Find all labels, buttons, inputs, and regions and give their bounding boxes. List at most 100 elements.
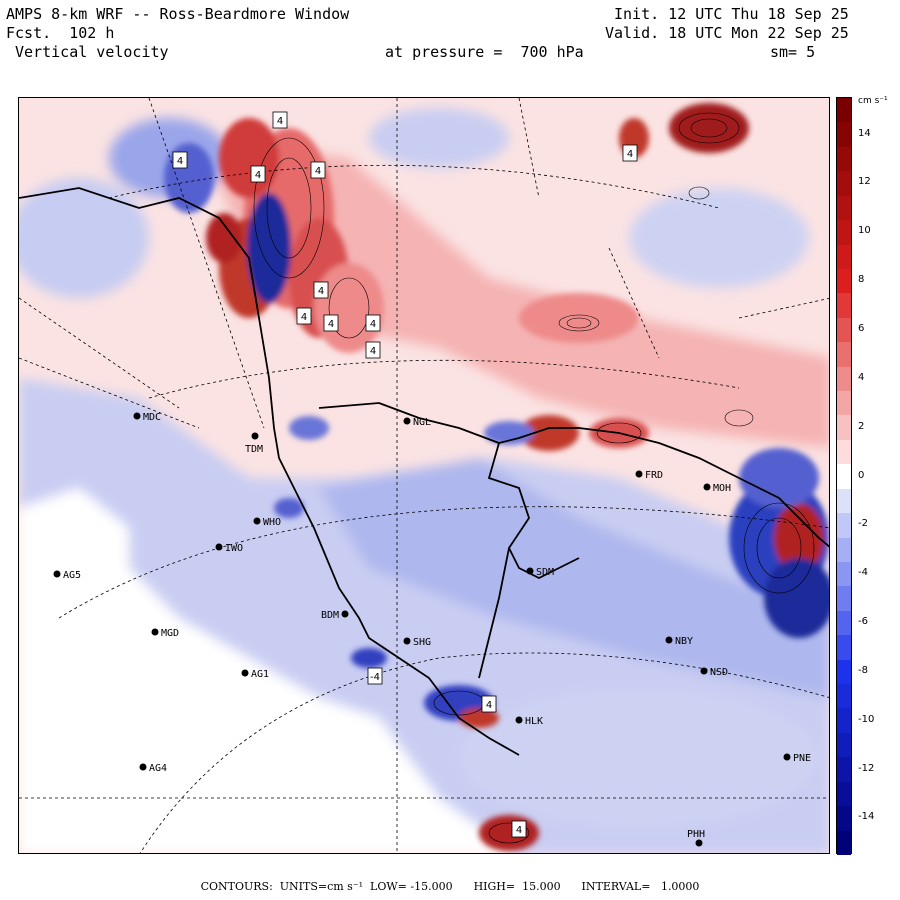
station-label-nsd: NSD	[710, 667, 728, 678]
contour-label-box	[272, 111, 288, 129]
station-label-tdm: TDM	[245, 444, 263, 455]
station-label-mgd: MGD	[161, 628, 179, 639]
station-dot-hlk	[515, 716, 523, 724]
contour-label-box	[511, 820, 527, 838]
contour-label: 4	[255, 170, 261, 181]
station-dot-moh	[703, 483, 711, 491]
station-label-sdm: SDM	[536, 567, 554, 578]
forecast-hour: Fcst. 102 h	[6, 24, 115, 42]
colorbar-tick-label: -10	[858, 713, 875, 725]
colorbar-segment	[837, 513, 851, 539]
colorbar-segment	[837, 708, 851, 734]
colorbar-segment	[837, 220, 851, 245]
station-label-ag1: AG1	[251, 669, 269, 680]
station-label-moh: MOH	[713, 483, 731, 494]
contour-label-box	[313, 281, 329, 299]
station-dot-nsd	[700, 667, 708, 675]
colorbar-segment	[837, 171, 851, 197]
contour-label-box	[296, 307, 312, 325]
contour-label: 4	[315, 166, 321, 177]
colorbar-segment	[837, 268, 851, 294]
station-label-who: WHO	[263, 517, 281, 528]
colorbar-segment	[837, 610, 851, 636]
colorbar-tick-label: -6	[858, 616, 868, 628]
station-markers: MDC TDM NGL FRD MOH WHO IWO AG5 SDM BDM MGD SHG NBY A…	[53, 412, 811, 847]
colorbar-tick-label: 8	[858, 274, 865, 286]
colorbar-tick-label: 6	[858, 322, 865, 334]
graticule	[19, 98, 829, 853]
station-label-hlk: HLK	[525, 716, 543, 727]
station-label-ngl: NGL	[413, 417, 431, 428]
colorbar-tick-label: -12	[858, 762, 875, 774]
valid-time: Valid. 18 UTC Mon 22 Sep 25	[605, 24, 849, 42]
colorbar-tick-label: 10	[858, 225, 871, 237]
colorbar-tick-label: -4	[858, 567, 868, 579]
station-label-iwo: IWO	[225, 543, 243, 554]
colorbar-segment	[837, 781, 851, 807]
station-dot-sdm	[526, 567, 534, 575]
contour-lines	[253, 112, 815, 844]
colorbar-tick-label: -8	[858, 664, 868, 676]
station-label-ag5: AG5	[63, 570, 81, 581]
contour-label: 4	[370, 346, 376, 357]
map-title: AMPS 8-km WRF -- Ross-Beardmore Window	[6, 5, 350, 23]
station-dot-iwo	[215, 543, 223, 551]
smoothing-label: sm= 5	[770, 43, 816, 61]
colorbar-segment	[837, 195, 851, 221]
contour-label-box	[250, 165, 266, 183]
colorbar-tick-label: 4	[858, 371, 865, 383]
station-dot-ag1	[241, 669, 249, 677]
station-label-nby: NBY	[675, 636, 693, 647]
vertical-velocity-map: MDC TDM NGL FRD MOH WHO IWO AG5 SDM BDM MGD SHG NBY A…	[18, 97, 830, 854]
station-label-pne: PNE	[793, 753, 811, 764]
init-time: Init. 12 UTC Thu 18 Sep 25	[614, 5, 849, 23]
pressure-level: at pressure = 700 hPa	[385, 43, 584, 61]
contour-label: 4	[328, 319, 334, 330]
contour-info-footer: CONTOURS: UNITS=cm s⁻¹ LOW= -15.000 HIGH…	[200, 880, 700, 893]
station-dot-frd	[635, 470, 643, 478]
colorbar-tick-label: -14	[858, 811, 875, 823]
colorbar-segment	[837, 635, 851, 661]
contour-label: 4	[486, 700, 492, 711]
colorbar-segment	[837, 244, 851, 270]
colorbar-segment	[837, 415, 851, 441]
station-dot-mgd	[151, 628, 159, 636]
contour-label-box	[367, 667, 383, 685]
contour-label-box	[622, 144, 638, 162]
station-dot-ag5	[53, 570, 61, 578]
contour-label: 4	[318, 286, 324, 297]
colorbar-segment	[837, 317, 851, 343]
station-label-shg: SHG	[413, 637, 431, 648]
colorbar-segment	[837, 561, 851, 587]
station-dot-phh	[695, 839, 703, 847]
station-dot-nby	[665, 636, 673, 644]
field-name: Vertical velocity	[6, 43, 169, 61]
contour-labels: 4 4 4 4 4 4 4 4 4 -4 4 4 4	[172, 111, 638, 838]
contour-label-box	[323, 314, 339, 332]
colorbar-segment	[837, 684, 851, 709]
colorbar-segment	[837, 757, 851, 783]
colorbar-unit-label: cm s⁻¹	[858, 96, 888, 106]
colorbar-segment	[837, 391, 851, 416]
contour-label-box	[365, 341, 381, 359]
contour-label: 4	[277, 116, 283, 127]
contour-label: 4	[177, 156, 183, 167]
colorbar-segment	[837, 366, 851, 392]
colorbar-tick-label: 14	[858, 127, 871, 139]
contour-label-box	[365, 314, 381, 332]
colorbar-segment	[837, 586, 851, 612]
colorbar-segment	[837, 659, 851, 685]
colorbar	[836, 97, 852, 856]
colorbar-segment	[837, 537, 851, 563]
colorbar-segment	[837, 830, 851, 856]
field-shading	[19, 108, 829, 853]
colorbar-segment	[837, 806, 851, 832]
colorbar-segment	[837, 98, 851, 123]
station-dot-ag4	[139, 763, 147, 771]
contour-label: 4	[370, 319, 376, 330]
station-dot-ngl	[403, 417, 411, 425]
map-canvas: MDC TDM NGL FRD MOH WHO IWO AG5 SDM BDM MGD SHG NBY A…	[19, 98, 829, 853]
colorbar-segment	[837, 464, 851, 490]
colorbar-segment	[837, 488, 851, 514]
colorbar-tick-label: -2	[858, 518, 868, 530]
